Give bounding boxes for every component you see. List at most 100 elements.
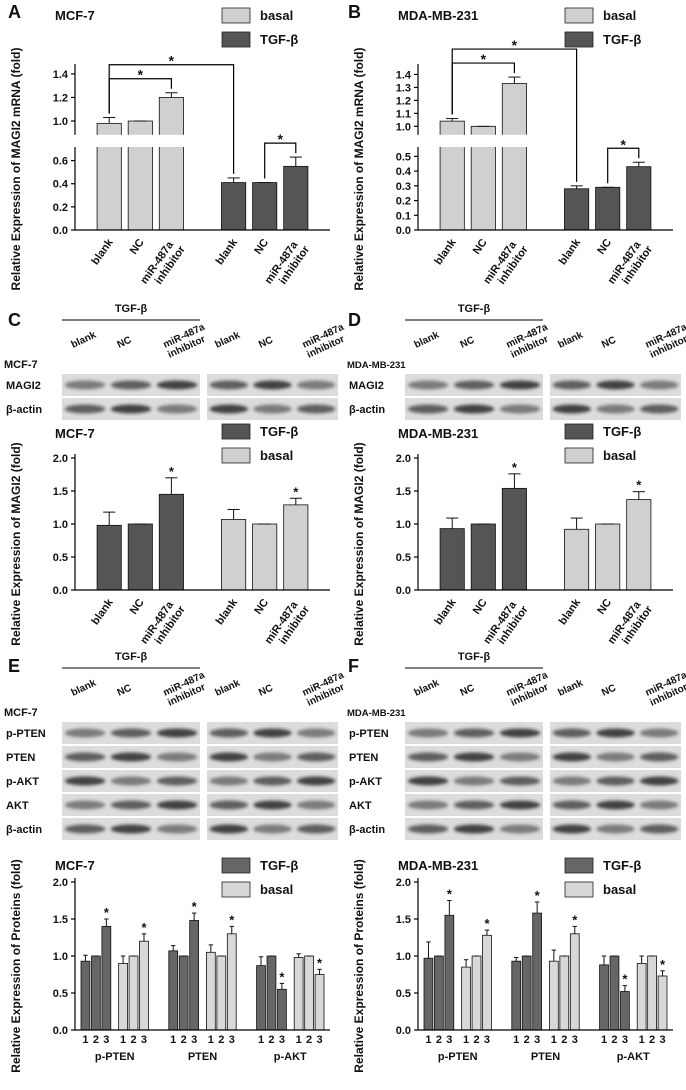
bar — [559, 955, 570, 1031]
legend-label: basal — [260, 8, 293, 23]
significance-bracket — [451, 48, 578, 182]
significance: * — [138, 67, 144, 83]
legend-label: TGF-β — [603, 424, 641, 439]
blot-band — [156, 380, 198, 390]
x-tick-label: 3 — [229, 1034, 235, 1046]
bar — [549, 960, 559, 1031]
bar — [501, 83, 527, 231]
y-tick-label: 1.0 — [53, 116, 68, 128]
lane-label: miR-487a inhibitor — [644, 321, 686, 361]
legend-swatch — [221, 857, 251, 874]
x-tick-label: blank — [214, 596, 241, 627]
chart-title: MDA-MB-231 — [398, 858, 478, 873]
y-tick-label: 1.0 — [396, 519, 411, 531]
y-tick-label: 1.0 — [396, 951, 411, 963]
significance: * — [660, 957, 666, 972]
x-tick-label: NC — [252, 237, 271, 257]
blot-band — [453, 776, 495, 786]
treatment-label: TGF-β — [115, 651, 148, 663]
x-tick-label: 3 — [484, 1034, 490, 1046]
panel-letter: E — [8, 656, 20, 676]
blot-band — [296, 752, 336, 762]
blot-band — [596, 800, 635, 810]
y-tick-label: 0.1 — [396, 210, 411, 222]
x-tick-label: blank — [432, 596, 459, 627]
y-tick-label: 1.5 — [53, 914, 68, 926]
blot-band — [253, 824, 292, 834]
x-tick-label: 3 — [659, 1034, 665, 1046]
blot-band — [64, 800, 106, 810]
significance: * — [512, 37, 518, 53]
chart-title: MCF-7 — [55, 858, 95, 873]
blot-band — [110, 824, 152, 834]
x-tick-label: NC — [252, 597, 271, 617]
x-tick-label: 1 — [463, 1034, 469, 1046]
bar — [595, 186, 621, 231]
blot-band — [64, 752, 106, 762]
x-tick-label: 1 — [258, 1034, 264, 1046]
blot-band — [453, 728, 495, 738]
blot-band — [64, 404, 106, 414]
row-label: β-actin — [6, 404, 42, 416]
blot-band — [639, 728, 679, 738]
y-tick-label: 0.2 — [53, 202, 68, 214]
blot-band — [407, 752, 449, 762]
blot-band — [296, 800, 336, 810]
blot-band — [407, 776, 449, 786]
legend-swatch — [564, 857, 594, 874]
bar — [80, 960, 91, 1031]
blot-band — [639, 776, 679, 786]
blot-band — [209, 380, 249, 390]
blot-band — [156, 752, 198, 762]
blot-band — [209, 800, 249, 810]
x-tick-label: blank — [432, 236, 459, 267]
significance: * — [169, 53, 175, 69]
y-tick-label: 0.4 — [53, 179, 69, 191]
bar — [158, 493, 184, 591]
bar — [461, 966, 471, 1031]
blot-band — [209, 404, 249, 414]
bar — [647, 955, 657, 1031]
blot-band — [596, 776, 635, 786]
blot-band — [253, 380, 292, 390]
bar — [252, 523, 278, 591]
blot-band — [110, 728, 152, 738]
y-axis-label: Relative Expression of MAGI2 mRNA (fold) — [352, 48, 366, 291]
x-tick-label: 2 — [93, 1034, 99, 1046]
chart-title: MCF-7 — [55, 8, 95, 23]
blot-band — [552, 380, 592, 390]
blot-band — [407, 800, 449, 810]
blot-band — [639, 824, 679, 834]
y-tick-label: 1.0 — [53, 519, 68, 531]
bar — [482, 934, 492, 1031]
row-label: PTEN — [349, 752, 378, 764]
treatment-label: TGF-β — [458, 303, 491, 315]
significance: * — [636, 478, 642, 493]
x-tick-label: 3 — [534, 1034, 540, 1046]
bar — [314, 974, 325, 1031]
blot-band — [639, 380, 679, 390]
significance: * — [481, 51, 487, 67]
x-tick-label: 1 — [120, 1034, 126, 1046]
lane-label: blank — [556, 330, 585, 351]
blot-band — [156, 404, 198, 414]
y-tick-label: 0.4 — [396, 166, 412, 178]
blot-band — [253, 776, 292, 786]
significance: * — [572, 912, 578, 927]
blot-band — [639, 800, 679, 810]
lane-label: miR-487a inhibitor — [644, 669, 686, 709]
bar — [439, 528, 465, 591]
y-tick-label: 0.0 — [396, 225, 411, 237]
bar — [216, 955, 227, 1031]
y-tick-label: 0.5 — [53, 552, 68, 564]
blot-band — [552, 728, 592, 738]
significance: * — [104, 905, 110, 920]
blot-band — [64, 776, 106, 786]
x-tick-label: blank — [557, 236, 584, 267]
y-tick-label: 0.0 — [396, 585, 411, 597]
x-tick-label: NC — [128, 237, 147, 257]
x-tick-label: 1 — [296, 1034, 302, 1046]
blot-band — [110, 404, 152, 414]
x-tick-label: 1 — [425, 1034, 431, 1046]
y-tick-label: 1.5 — [53, 486, 68, 498]
